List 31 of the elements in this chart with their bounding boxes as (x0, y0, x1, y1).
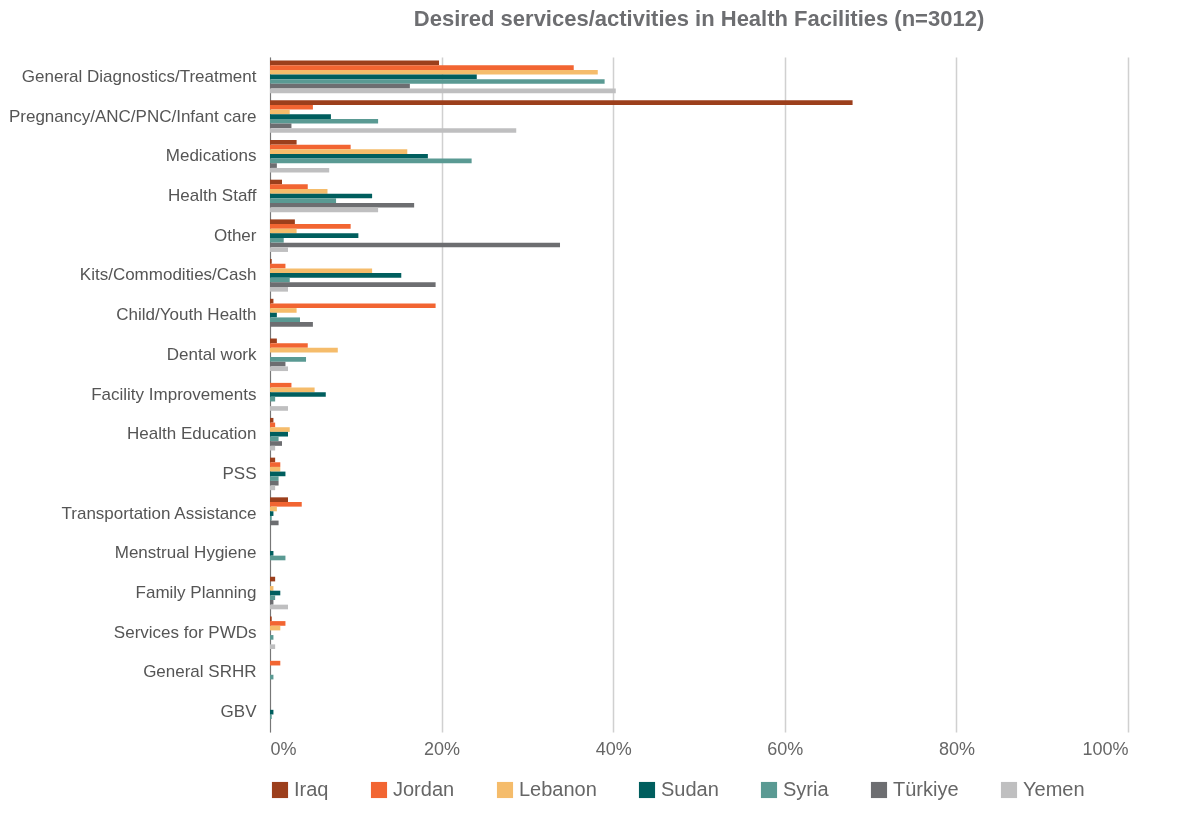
x-tick-label: 60% (767, 738, 804, 759)
y-tick-label: GBV (220, 702, 258, 722)
y-tick-label: PSS (222, 463, 257, 483)
y-tick-label: Child/Youth Health (116, 305, 257, 325)
y-tick-label: Other (213, 225, 257, 245)
x-tick-label: 80% (938, 738, 975, 759)
legend-label: Sudan (661, 778, 719, 800)
y-tick-label: Services for PWDs (113, 622, 257, 642)
y-tick-label: Medications (165, 146, 257, 166)
y-tick-label: Kits/Commodities/Cash (79, 265, 257, 285)
y-tick-label: Family Planning (135, 583, 257, 603)
chart-title: Desired services/activities in Health Facilities (n=3012) (413, 6, 985, 31)
legend-label: Iraq (294, 778, 329, 800)
x-tick-label: 40% (595, 738, 632, 759)
legend-label: Türkiye (893, 778, 959, 800)
legend-label: Syria (783, 778, 830, 800)
legend-label: Lebanon (519, 778, 597, 800)
y-tick-label: Health Staff (167, 185, 257, 205)
y-tick-label: Pregnancy/ANC/PNC/Infant care (8, 106, 257, 126)
y-tick-label: Dental work (166, 344, 257, 364)
x-tick-label: 20% (424, 738, 461, 759)
x-tick-label: 100% (1082, 738, 1129, 759)
y-tick-label: Menstrual Hygiene (114, 543, 257, 563)
y-tick-label: Transportation Assistance (61, 503, 257, 523)
y-tick-label: Health Education (127, 424, 257, 444)
y-tick-label: General Diagnostics/Treatment (21, 66, 257, 86)
y-tick-label: Facility Improvements (91, 384, 257, 404)
legend-label: Jordan (393, 778, 455, 800)
y-tick-label: General SRHR (143, 662, 257, 682)
legend-label: Yemen (1023, 778, 1085, 800)
x-tick-label: 0% (270, 738, 297, 759)
